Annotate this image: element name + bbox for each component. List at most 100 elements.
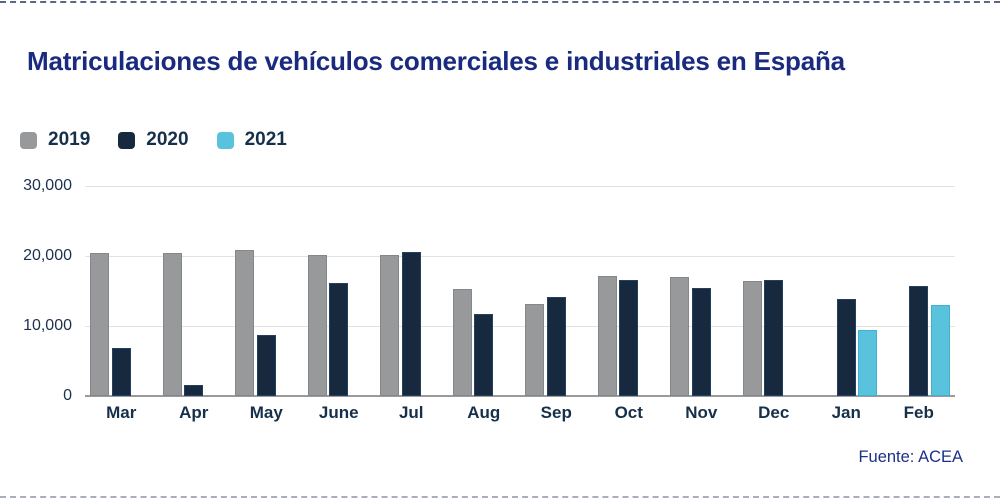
slot-2020-mar bbox=[111, 186, 131, 396]
legend-label-2019: 2019 bbox=[48, 129, 91, 150]
bar-2020-nov bbox=[691, 287, 711, 396]
source-note: Fuente: ACEA bbox=[858, 448, 963, 466]
slot-2019-feb bbox=[888, 186, 907, 396]
slot-2021-nov bbox=[713, 186, 732, 396]
bar-2020-jan bbox=[836, 298, 856, 396]
bar-2019-mar bbox=[90, 253, 110, 396]
bar-group-apr bbox=[158, 186, 231, 396]
y-tick-30000: 30,000 bbox=[23, 177, 72, 194]
bar-group-mar bbox=[85, 186, 158, 396]
x-axis-line bbox=[85, 395, 955, 397]
x-label-nov: Nov bbox=[685, 403, 718, 422]
bottom-dashed-border bbox=[0, 496, 1000, 498]
slot-2021-dec bbox=[786, 186, 805, 396]
legend-item-2019: 2019 bbox=[20, 129, 90, 151]
bar-2019-dec bbox=[742, 281, 762, 396]
bar-group-may bbox=[230, 186, 303, 396]
slot-2021-sep bbox=[568, 186, 587, 396]
legend-swatch-2021 bbox=[216, 131, 234, 149]
x-label-dec: Dec bbox=[758, 403, 790, 422]
x-label-jul: Jul bbox=[398, 403, 424, 422]
plot-area bbox=[85, 186, 956, 397]
bar-2020-oct bbox=[619, 279, 639, 396]
x-axis-labels: Mar Apr May June Jul Aug Sep Oct Nov Dec Jan Feb bbox=[85, 403, 955, 429]
slot-2020-jul bbox=[401, 186, 421, 396]
bar-group-nov bbox=[665, 186, 738, 396]
bar-2020-dec bbox=[764, 279, 784, 396]
slot-2019-apr bbox=[162, 186, 182, 396]
y-tick-0: 0 bbox=[63, 387, 72, 404]
bar-2019-aug bbox=[452, 288, 472, 396]
x-label-june: June bbox=[318, 403, 359, 422]
chart-title: Matriculaciones de vehículos comerciales… bbox=[27, 46, 845, 76]
chart-legend: 2019 2020 2021 bbox=[20, 129, 315, 151]
x-label-apr: Apr bbox=[179, 403, 209, 422]
y-tick-20000: 20,000 bbox=[23, 247, 72, 264]
y-tick-10000: 10,000 bbox=[23, 317, 72, 334]
x-label-aug: Aug bbox=[467, 403, 501, 422]
x-label-feb: Feb bbox=[903, 403, 934, 422]
bar-2019-oct bbox=[597, 275, 617, 396]
legend-item-2021: 2021 bbox=[216, 129, 287, 151]
x-label-sep: Sep bbox=[540, 403, 572, 422]
x-label-mar: Mar bbox=[106, 403, 137, 422]
bar-2020-apr bbox=[184, 384, 204, 396]
slot-2019-jan bbox=[815, 186, 834, 396]
bar-2019-june bbox=[307, 254, 327, 396]
bar-group-feb bbox=[883, 186, 956, 396]
slot-2021-aug bbox=[496, 186, 515, 396]
slot-2020-june bbox=[329, 186, 349, 396]
slot-2020-oct bbox=[619, 186, 639, 396]
slot-2020-nov bbox=[691, 186, 711, 396]
gridline-20000 bbox=[85, 256, 955, 257]
bar-group-jul bbox=[375, 186, 448, 396]
slot-2019-oct bbox=[597, 186, 617, 396]
slot-2020-feb bbox=[909, 186, 929, 396]
bar-2020-mar bbox=[111, 348, 131, 396]
bar-2020-june bbox=[329, 282, 349, 396]
slot-2019-may bbox=[235, 186, 255, 396]
bar-group-oct bbox=[593, 186, 666, 396]
slot-2020-sep bbox=[546, 186, 566, 396]
legend-label-2021: 2021 bbox=[244, 129, 287, 150]
bar-2019-nov bbox=[670, 277, 690, 396]
bar-2021-jan bbox=[858, 329, 878, 396]
bar-2020-jul bbox=[401, 251, 421, 396]
bar-group-june bbox=[303, 186, 376, 396]
slot-2019-june bbox=[307, 186, 327, 396]
slot-2021-oct bbox=[641, 186, 660, 396]
slot-2019-jul bbox=[380, 186, 400, 396]
slot-2020-jan bbox=[836, 186, 856, 396]
slot-2020-may bbox=[256, 186, 276, 396]
slot-2021-june bbox=[351, 186, 370, 396]
bar-group-sep bbox=[520, 186, 593, 396]
slot-2021-apr bbox=[206, 186, 225, 396]
bar-group-aug bbox=[448, 186, 521, 396]
bar-2020-may bbox=[256, 335, 276, 396]
bar-2021-feb bbox=[930, 305, 950, 396]
bar-2020-aug bbox=[474, 314, 494, 396]
bar-2020-sep bbox=[546, 297, 566, 396]
bar-2019-may bbox=[235, 249, 255, 396]
slot-2019-dec bbox=[742, 186, 762, 396]
slot-2019-mar bbox=[90, 186, 110, 396]
bar-2019-apr bbox=[162, 253, 182, 396]
legend-swatch-2020 bbox=[118, 131, 136, 149]
bar-2019-sep bbox=[525, 303, 545, 396]
slot-2019-nov bbox=[670, 186, 690, 396]
bar-2020-feb bbox=[909, 286, 929, 396]
legend-label-2020: 2020 bbox=[146, 129, 189, 150]
slot-2020-aug bbox=[474, 186, 494, 396]
bar-group-jan bbox=[810, 186, 883, 396]
bar-group-dec bbox=[738, 186, 811, 396]
slot-2021-jul bbox=[423, 186, 442, 396]
gridline-30000 bbox=[85, 186, 955, 187]
slot-2021-may bbox=[278, 186, 297, 396]
top-dashed-border bbox=[0, 1, 1000, 3]
slot-2019-sep bbox=[525, 186, 545, 396]
gridline-10000 bbox=[85, 326, 955, 327]
legend-swatch-2019 bbox=[20, 131, 37, 149]
bar-2019-jul bbox=[380, 255, 400, 396]
slot-2020-apr bbox=[184, 186, 204, 396]
